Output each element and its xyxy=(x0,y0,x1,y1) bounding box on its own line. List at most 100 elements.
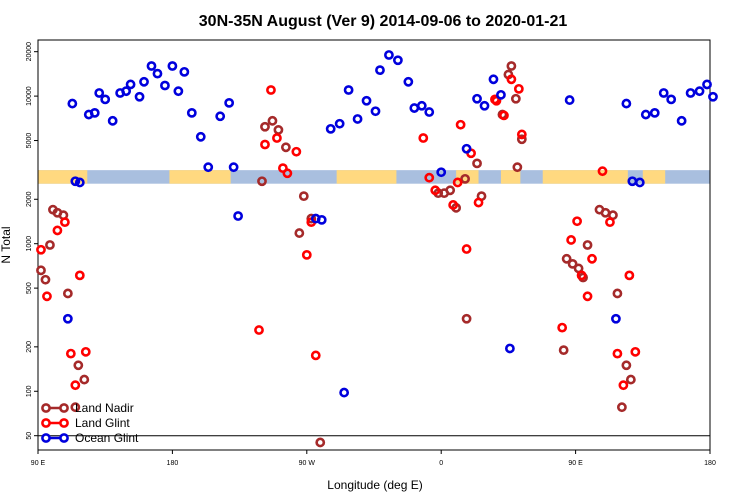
y-tick-label: 20000 xyxy=(26,42,33,62)
legend-marker-land-nadir xyxy=(41,403,51,413)
land-nadir-point xyxy=(600,207,611,218)
land-nadir-point xyxy=(612,288,623,299)
land-glint-point xyxy=(301,249,312,260)
land-band-segment xyxy=(336,170,397,184)
land-nadir-point xyxy=(558,345,569,356)
land-glint-point xyxy=(282,168,293,179)
land-glint-point xyxy=(291,146,302,157)
y-tick-label: 5000 xyxy=(26,133,33,149)
ocean-glint-point xyxy=(107,115,118,126)
plot-frame xyxy=(37,39,711,451)
land-glint-point xyxy=(455,119,466,130)
y-tick-label: 200 xyxy=(26,341,33,353)
land-nadir-point xyxy=(45,240,55,250)
ocean-glint-point xyxy=(339,387,350,398)
y-tick-label: 100 xyxy=(26,385,33,397)
land-glint-point xyxy=(618,380,629,391)
land-glint-point xyxy=(605,217,615,228)
land-band-segment xyxy=(38,170,88,184)
ocean-glint-point xyxy=(496,89,506,100)
land-nadir-point xyxy=(516,134,527,145)
land-nadir-point xyxy=(257,176,267,187)
ocean-glint-point xyxy=(649,107,660,118)
ocean-glint-point xyxy=(139,76,149,87)
ocean-glint-point xyxy=(146,61,157,71)
land-nadir-point xyxy=(567,258,578,269)
ocean-glint-point xyxy=(611,313,621,324)
ocean-glint-point xyxy=(375,65,385,76)
x-tick-label: 180 xyxy=(704,460,716,467)
land-nadir-point xyxy=(315,437,326,448)
ocean-glint-point xyxy=(384,50,394,60)
land-glint-point xyxy=(630,346,641,357)
land-nadir-point xyxy=(616,402,627,413)
land-glint-point xyxy=(80,346,91,357)
ocean-glint-point xyxy=(634,177,645,188)
x-tick-label: 180 xyxy=(167,460,179,467)
ocean-glint-point xyxy=(416,100,427,111)
land-band-segment xyxy=(542,170,628,184)
legend-label-land-glint: Land Glint xyxy=(75,416,130,430)
ocean-glint-point xyxy=(203,162,214,173)
land-glint-point xyxy=(557,322,568,333)
land-nadir-point xyxy=(461,313,472,324)
land-glint-point xyxy=(254,325,264,335)
ocean-glint-point xyxy=(173,86,184,97)
legend-marker-land-glint xyxy=(59,418,69,428)
ocean-glint-point xyxy=(694,86,705,97)
ocean-glint-point xyxy=(658,88,669,98)
legend-marker-ocean-glint xyxy=(41,433,51,443)
ocean-glint-point xyxy=(125,79,136,90)
ocean-glint-point xyxy=(392,55,403,66)
land-glint-point xyxy=(74,270,85,281)
land-glint-point xyxy=(506,74,517,85)
land-glint-point xyxy=(452,177,463,188)
x-tick-label: 90 W xyxy=(299,460,316,467)
land-glint-point xyxy=(461,244,472,254)
land-glint-point xyxy=(272,133,282,143)
land-glint-point xyxy=(587,253,597,264)
y-tick-label: 10000 xyxy=(26,86,33,106)
land-glint-point xyxy=(65,348,76,359)
ocean-glint-point xyxy=(708,91,718,102)
land-nadir-point xyxy=(621,360,632,371)
land-glint-point xyxy=(566,235,577,245)
land-nadir-point xyxy=(472,158,482,169)
land-glint-point xyxy=(572,216,582,227)
legend-marker-ocean-glint xyxy=(59,433,69,443)
ocean-glint-point xyxy=(152,68,163,79)
chart-title: 30N-35N August (Ver 9) 2014-09-06 to 202… xyxy=(199,13,568,30)
ocean-glint-point xyxy=(564,95,575,105)
land-nadir-point xyxy=(294,228,305,238)
ocean-glint-point xyxy=(621,98,632,109)
ocean-glint-point xyxy=(179,66,190,77)
land-nadir-point xyxy=(36,265,46,276)
ocean-glint-point xyxy=(121,86,132,97)
land-nadir-point xyxy=(280,142,291,153)
ocean-glint-point xyxy=(676,115,687,126)
ocean-glint-point xyxy=(167,61,178,71)
land-band-segment xyxy=(169,170,231,184)
y-tick-label: 1000 xyxy=(26,236,33,252)
land-nadir-point xyxy=(506,61,517,71)
land-glint-point xyxy=(612,348,623,359)
ocean-glint-point xyxy=(702,79,712,90)
legend-label-land-nadir: Land Nadir xyxy=(75,401,134,415)
land-nadir-point xyxy=(512,162,523,173)
y-tick-label: 50 xyxy=(26,432,33,440)
ocean-glint-point xyxy=(70,176,81,187)
ocean-glint-point xyxy=(186,107,197,118)
land-glint-point xyxy=(59,217,70,228)
land-nadir-point xyxy=(40,274,51,285)
ocean-glint-point xyxy=(89,107,100,118)
ocean-glint-point xyxy=(160,80,170,91)
ocean-glint-point xyxy=(228,162,239,173)
ocean-glint-point xyxy=(100,94,111,105)
land-nadir-point xyxy=(582,240,593,250)
land-glint-point xyxy=(624,270,635,281)
land-glint-point xyxy=(513,83,524,94)
land-glint-point xyxy=(576,270,587,281)
ocean-glint-point xyxy=(666,94,677,105)
